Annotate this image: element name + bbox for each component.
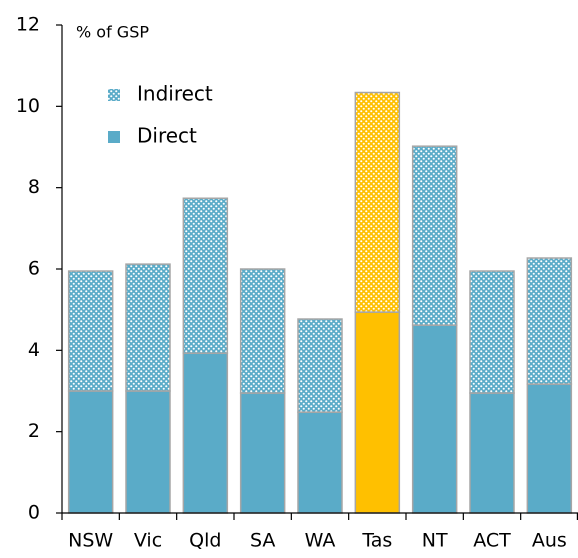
y-tick-label: 4 bbox=[28, 339, 40, 361]
legend-label: Direct bbox=[137, 124, 197, 148]
y-axis-label: % of GSP bbox=[76, 23, 149, 42]
bar-segment bbox=[125, 263, 171, 392]
bar-segment bbox=[67, 270, 114, 392]
y-tick-label: 2 bbox=[28, 420, 40, 442]
legend-swatch bbox=[108, 131, 120, 143]
bar-segment bbox=[354, 311, 401, 514]
bar-segment bbox=[182, 197, 229, 354]
bar-segment bbox=[411, 145, 458, 326]
bar-segment bbox=[297, 411, 343, 514]
x-tick-label: Aus bbox=[532, 530, 567, 552]
x-tick-label: SA bbox=[250, 530, 275, 552]
y-tick-label: 6 bbox=[28, 258, 40, 280]
bar-segment bbox=[67, 390, 114, 514]
bar-segment bbox=[526, 257, 573, 385]
y-tick-label: 10 bbox=[16, 95, 40, 117]
bar-segment bbox=[239, 268, 286, 394]
bar-segment bbox=[239, 392, 286, 514]
x-tick-label: Vic bbox=[134, 530, 162, 552]
bar-segment bbox=[469, 270, 515, 394]
bar-segment bbox=[411, 324, 458, 514]
bar-segment bbox=[182, 352, 229, 514]
x-tick-label: NSW bbox=[68, 530, 113, 552]
bar-segment bbox=[125, 390, 171, 514]
bar-segment bbox=[354, 91, 401, 313]
y-tick-label: 12 bbox=[16, 14, 40, 36]
legend-label: Indirect bbox=[137, 82, 213, 106]
bar-segment bbox=[526, 383, 573, 514]
x-tick-label: NT bbox=[422, 530, 448, 552]
y-tick-label: 8 bbox=[28, 176, 40, 198]
y-tick-label: 0 bbox=[28, 502, 40, 524]
x-tick-label: WA bbox=[305, 530, 336, 552]
bar-segment bbox=[469, 392, 515, 514]
legend-swatch bbox=[108, 89, 120, 101]
x-tick-label: Qld bbox=[189, 530, 221, 552]
x-tick-label: Tas bbox=[361, 530, 392, 552]
bar-segment bbox=[297, 318, 343, 413]
x-tick-label: ACT bbox=[473, 530, 511, 552]
